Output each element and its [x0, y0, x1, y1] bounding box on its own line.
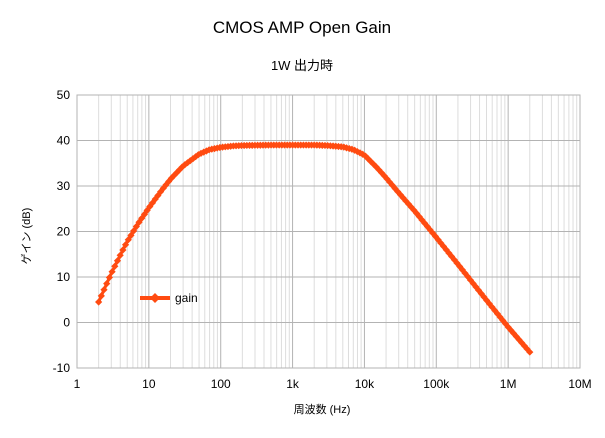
data-point-marker	[426, 226, 434, 234]
data-point-marker	[348, 145, 356, 153]
data-point-marker	[512, 332, 520, 341]
data-point-marker	[95, 298, 103, 306]
chart-subtitle: 1W 出力時	[271, 58, 333, 73]
data-point-marker	[431, 232, 440, 241]
data-point-marker	[453, 259, 461, 267]
data-point-marker	[367, 157, 375, 166]
data-point-marker	[439, 242, 448, 251]
data-point-marker	[448, 252, 456, 261]
data-point-marker	[361, 152, 370, 160]
x-tick-label: 10	[142, 377, 156, 391]
legend-marker	[150, 293, 160, 303]
data-point-marker	[121, 241, 130, 249]
data-point-marker	[458, 266, 467, 274]
data-point-marker	[523, 345, 531, 353]
y-axis-title: ゲイン (dB)	[20, 208, 33, 265]
x-tick-label: 1k	[286, 377, 300, 391]
data-point-marker	[353, 147, 361, 156]
y-tick-label: 10	[57, 270, 71, 284]
x-tick-label: 1	[74, 377, 81, 391]
data-point-marker	[515, 336, 523, 344]
data-point-marker	[466, 276, 475, 284]
y-tick-label: 40	[57, 134, 71, 148]
data-point-marker	[442, 246, 450, 254]
data-point-marker	[100, 286, 108, 294]
grid	[76, 94, 580, 369]
data-point-marker	[518, 339, 526, 347]
x-tick-label: 100	[211, 377, 231, 391]
y-tick-label: 20	[57, 225, 71, 239]
legend: gain	[140, 291, 198, 305]
data-point-marker	[429, 229, 437, 237]
x-tick-label: 10M	[568, 377, 591, 391]
data-point-marker	[119, 246, 127, 254]
data-point-marker	[412, 209, 421, 217]
plot-area-border	[76, 94, 581, 369]
y-tick-label: 30	[57, 179, 71, 193]
x-tick-label: 1M	[500, 377, 517, 391]
data-point-marker	[111, 262, 119, 270]
x-tick-label: 100k	[423, 377, 450, 391]
data-point-marker	[116, 251, 124, 259]
tick-labels: 1 10 100 1k 10k 100k 1M 10M -10 0 10 20 30 40 50	[53, 88, 592, 391]
data-point-marker	[351, 146, 359, 154]
data-point-marker	[113, 257, 122, 265]
data-point-marker	[434, 236, 442, 244]
chart-title: CMOS AMP Open Gain	[213, 18, 391, 37]
data-point-marker	[437, 239, 445, 247]
series-layer	[95, 141, 534, 356]
data-point-marker	[97, 292, 105, 300]
data-point-marker	[445, 249, 453, 257]
data-point-marker	[364, 155, 372, 163]
data-point-marker	[103, 279, 111, 288]
x-tick-label: 10k	[355, 377, 375, 391]
x-axis-title: 周波数 (Hz)	[294, 403, 351, 416]
data-point-marker	[461, 269, 469, 277]
data-point-marker	[526, 348, 534, 356]
data-point-marker	[105, 273, 114, 282]
y-tick-label: 50	[57, 88, 71, 102]
data-point-marker	[410, 206, 418, 214]
data-point-marker	[510, 329, 518, 337]
data-point-marker	[359, 150, 367, 158]
data-point-marker	[520, 342, 528, 350]
data-point-marker	[469, 279, 477, 288]
legend-label-gain: gain	[175, 291, 198, 305]
data-point-marker	[407, 203, 415, 211]
data-point-marker	[501, 320, 510, 328]
y-tick-label: -10	[53, 361, 71, 375]
y-tick-label: 0	[63, 316, 70, 330]
data-point-marker	[507, 326, 515, 334]
data-point-marker	[108, 268, 116, 276]
data-point-marker	[356, 149, 364, 157]
